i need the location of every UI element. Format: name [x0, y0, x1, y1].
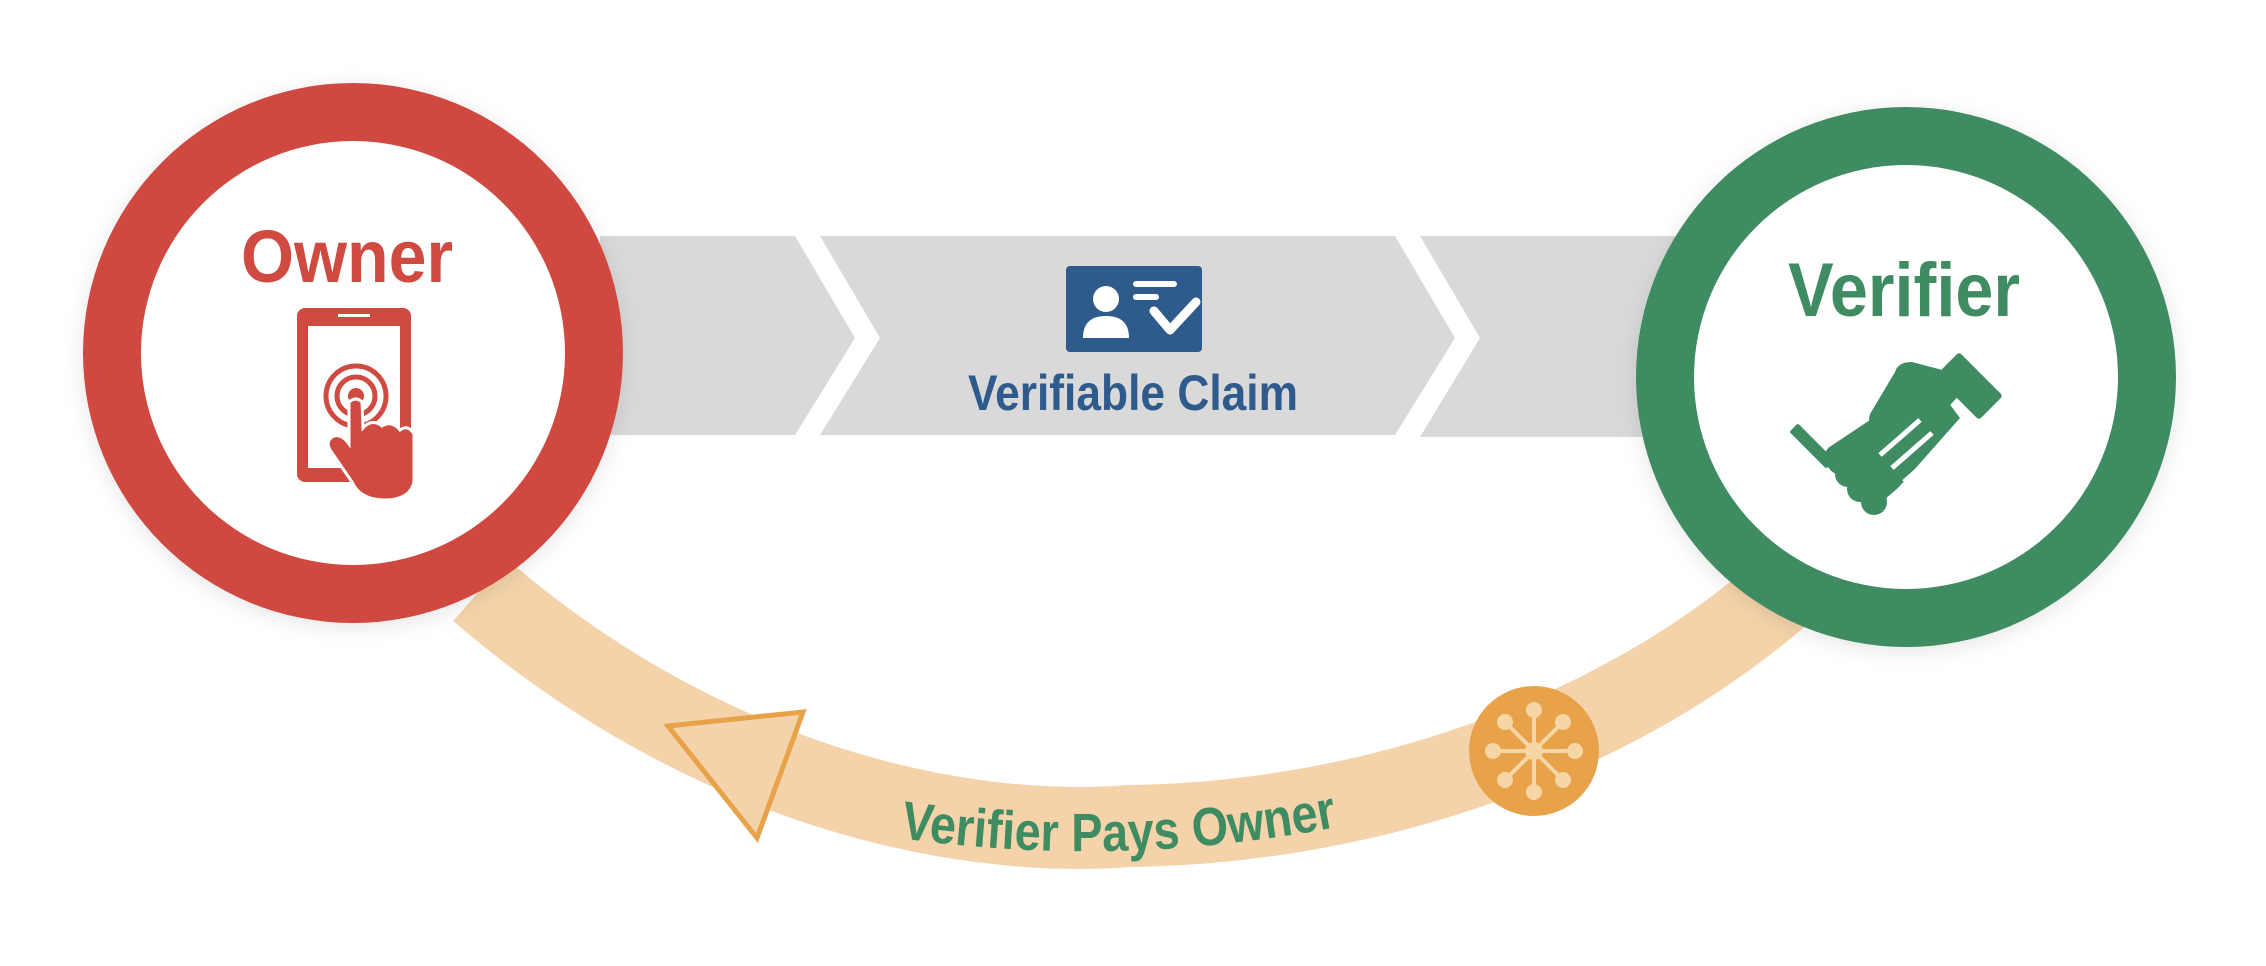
verifiable-claim: Verifiable Claim — [968, 266, 1298, 421]
payment-arc-band — [453, 554, 1818, 869]
verifier-label: Verifier — [1788, 248, 2020, 333]
payment-arrowhead — [663, 709, 807, 844]
id-card-check-icon — [1066, 266, 1202, 352]
network-token-icon — [1469, 686, 1599, 816]
band-segment-right — [1420, 236, 1680, 437]
band-segment-left — [600, 236, 855, 435]
claim-label: Verifiable Claim — [968, 365, 1298, 421]
owner-label: Owner — [241, 215, 453, 298]
verifier-node[interactable]: Verifier — [1636, 107, 2176, 647]
tablet-touch-icon — [297, 308, 416, 502]
owner-node[interactable]: Owner — [83, 83, 623, 623]
handshake-icon — [1790, 353, 2002, 515]
payment-arc — [453, 554, 1818, 869]
